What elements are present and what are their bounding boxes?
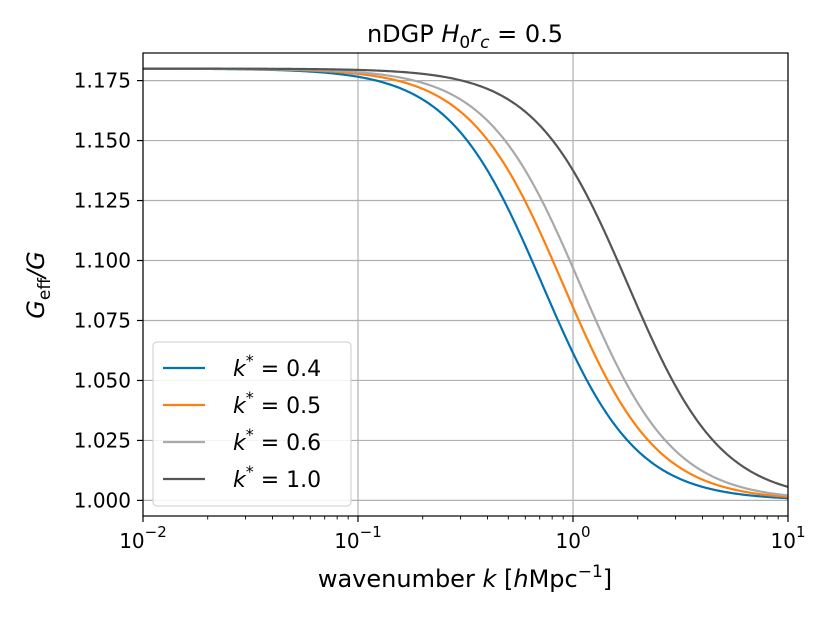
x-tick-label: 100 <box>556 523 591 553</box>
y-tick-label: 1.050 <box>74 368 131 392</box>
legend-box <box>152 341 352 507</box>
y-tick-label: 1.025 <box>74 428 131 452</box>
chart-title: nDGP H0rc = 0.5 <box>367 20 563 53</box>
y-tick-label: 1.175 <box>74 69 131 93</box>
legend-label: k* = 0.5 <box>233 388 321 419</box>
x-tick-label: 101 <box>771 523 806 553</box>
series-line-4 <box>143 67 789 488</box>
legend-label: k* = 0.6 <box>233 425 321 456</box>
x-tick-label: 10−1 <box>334 523 382 553</box>
ticks: 10−2 10−1 100 101 1.000 1.025 1.050 1.075 1.100 1… <box>74 69 806 553</box>
y-tick-label: 1.000 <box>74 488 131 512</box>
legend-label: k* = 0.4 <box>233 351 321 382</box>
legend: k* = 0.4 k* = 0.5 k* = 0.6 k* = 1.0 <box>152 341 352 507</box>
grid-lines <box>142 53 789 516</box>
legend-label: k* = 1.0 <box>233 462 321 493</box>
y-axis-label: Geff/G <box>22 251 55 318</box>
y-tick-label: 1.150 <box>74 129 131 153</box>
y-tick-label: 1.100 <box>74 249 131 273</box>
y-tick-label: 1.075 <box>74 308 131 332</box>
series-layer <box>143 67 789 500</box>
x-axis-label: wavenumber k [hMpc−1] <box>318 562 612 593</box>
y-tick-label: 1.125 <box>74 189 131 213</box>
x-tick-label: 10−2 <box>119 523 167 553</box>
axes-frame <box>142 52 789 517</box>
